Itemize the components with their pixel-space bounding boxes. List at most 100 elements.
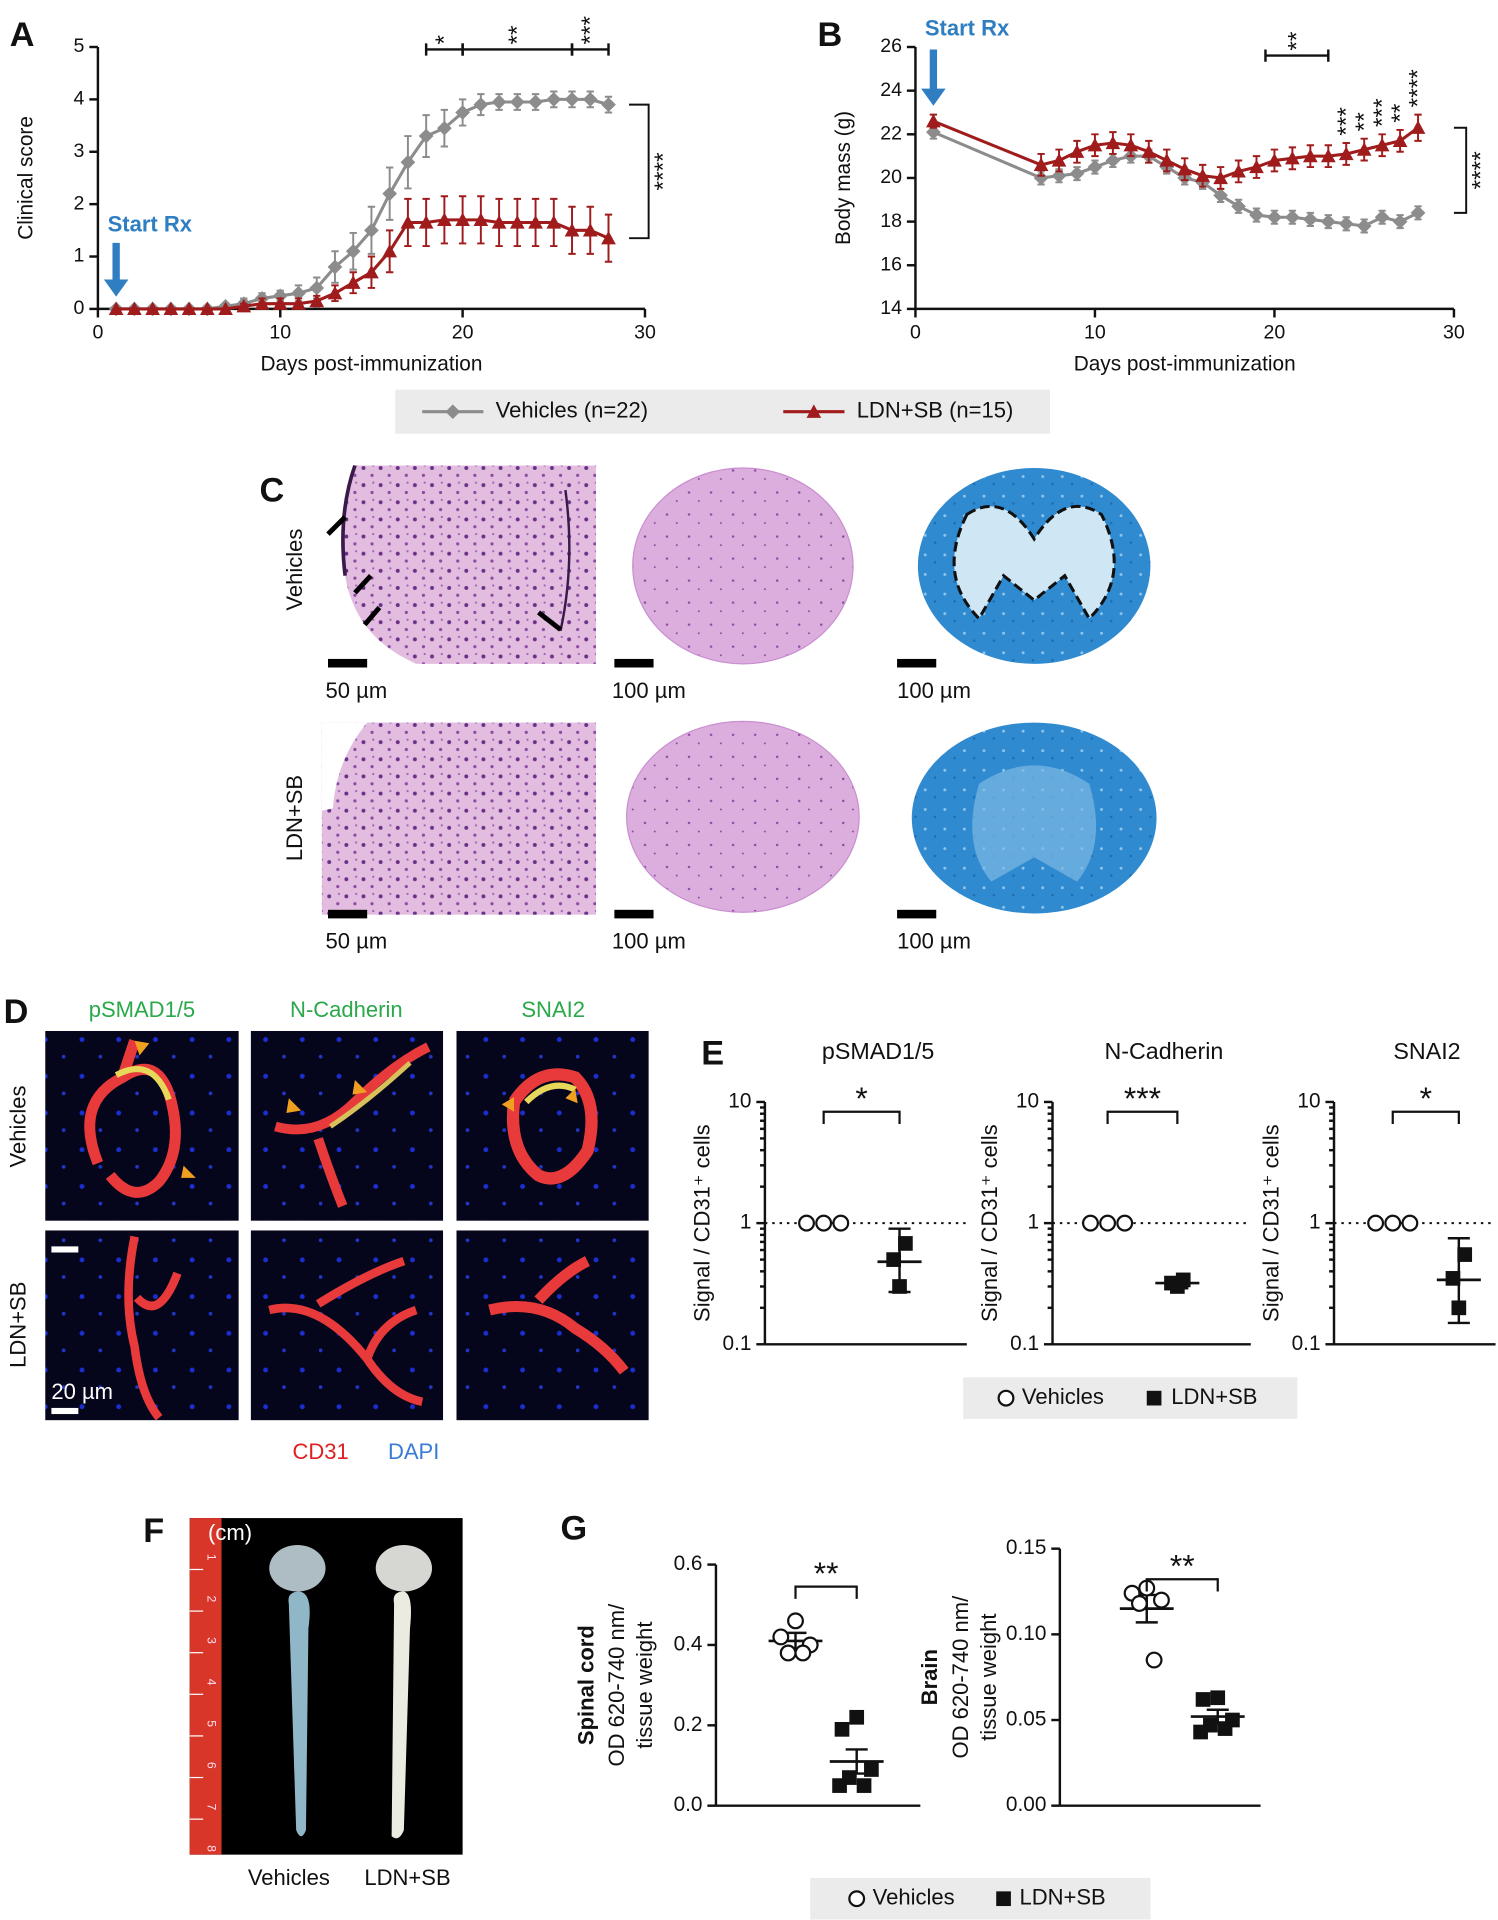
y-tick-label: 20 [880,166,902,188]
column-label: pSMAD1/5 [89,997,195,1022]
data-point [1285,209,1300,225]
data-point [546,92,562,107]
row-label: LDN+SB [5,1282,30,1368]
data-point [509,215,525,229]
y-tick-label: 0.2 [674,1713,703,1736]
scale-label: 100 µm [612,929,686,954]
x-tick-label: 30 [634,322,656,344]
data-point [382,243,398,258]
data-point [528,215,543,229]
data-point [1410,205,1426,221]
scale-label: 50 µm [326,678,388,703]
x-tick-label: 10 [269,322,291,344]
ruler-label: 5 [204,1720,218,1727]
data-point [1401,1214,1419,1232]
stain-label: CD31 [293,1439,349,1464]
y-tick-label: 22 [880,122,902,144]
data-point [437,120,452,136]
data-point [1175,1272,1191,1288]
legend-label: Vehicles [873,1885,955,1910]
data-point [1087,137,1103,152]
sample-label: LDN+SB [364,1865,450,1890]
data-point [509,94,525,110]
significance-bracket [1145,1578,1219,1592]
data-point [1302,212,1318,227]
data-point [1320,214,1336,229]
data-point [601,97,616,112]
x-tick-label: 30 [1443,322,1465,344]
data-point [1384,1214,1402,1232]
significance-label: ** [814,1555,839,1591]
data-point [1217,1721,1233,1736]
data-point [1033,170,1049,186]
ruler: 1 2 3 4 5 6 7 8 [189,1554,218,1862]
data-point [1087,159,1103,175]
significance-label: ** [1170,1548,1195,1584]
ruler-label: 1 [204,1554,218,1561]
y-axis-label: OD 620-740 nm/ [948,1595,973,1759]
data-point [1069,144,1085,158]
data-point [400,154,416,170]
significance-label: **** [1468,151,1495,190]
data-point [1145,1651,1163,1669]
data-point [832,1778,847,1793]
y-tick-label: 4 [74,88,85,110]
significance-label: *** [1124,1080,1161,1116]
data-point [1105,153,1121,168]
data-point [582,92,598,107]
x-tick-label: 0 [910,322,921,344]
annotation-arrow-head [103,279,129,297]
data-point [1130,1595,1148,1612]
data-point [1123,137,1139,152]
y-tick-label: 0.10 [1006,1622,1046,1645]
data-point [564,222,580,237]
y-tick-label: 1 [74,245,85,267]
panel-label: D [4,993,29,1031]
data-point [491,94,507,110]
x-tick-label: 20 [452,322,474,344]
unit-label: (cm) [208,1520,252,1545]
y-axis-label: Signal / CD31⁺ cells [690,1124,715,1322]
y-tick-label: 3 [74,140,85,162]
data-point [127,301,142,316]
data-point [1164,1275,1179,1291]
ruler-label: 7 [204,1804,218,1811]
legend-label: LDN+SB [1171,1384,1257,1409]
significance-label: **** [650,152,677,191]
y-tick-label: 0.1 [1292,1332,1321,1355]
data-point [1193,1724,1208,1740]
y-tick-label: 0.0 [674,1793,703,1816]
data-point [1213,170,1228,185]
annotation-arrow-head [921,88,946,106]
panel-label: A [10,16,35,54]
data-point [1141,144,1157,158]
data-point [898,1236,913,1251]
significance-bracket [794,1585,858,1599]
ruler-label: 8 [204,1845,218,1852]
y-tick-label: 1 [1309,1211,1321,1234]
data-point [528,94,543,110]
scale-label: 20 µm [51,1379,113,1404]
data-point [1338,216,1354,232]
data-point [1267,209,1282,225]
data-point [291,285,306,301]
scale-label: 100 µm [612,678,686,703]
data-point [1356,218,1372,234]
ruler-label: 4 [204,1679,218,1686]
y-tick-label: 16 [880,253,902,275]
data-point [1082,1214,1099,1232]
y-tick-label: 0.1 [1010,1332,1039,1355]
data-point [787,1612,804,1630]
panel-label: G [561,1509,588,1547]
data-point [1302,148,1318,163]
data-point [364,264,379,279]
scale-label: 50 µm [326,929,388,954]
chart-title: N-Cadherin [1104,1038,1223,1064]
data-point [1392,133,1408,147]
row-label: LDN+SB [282,775,307,861]
data-point [1367,1214,1385,1232]
significance-label: * [431,35,458,45]
data-point [772,1628,790,1646]
y-tick-label: 1 [1027,1211,1039,1234]
